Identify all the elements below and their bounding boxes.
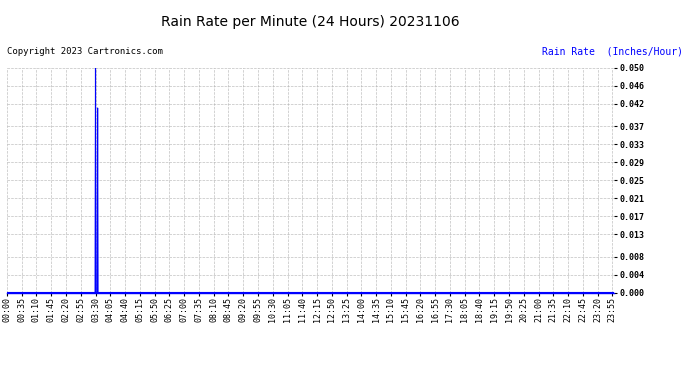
Text: Rain Rate per Minute (24 Hours) 20231106: Rain Rate per Minute (24 Hours) 20231106 (161, 15, 460, 29)
Text: Copyright 2023 Cartronics.com: Copyright 2023 Cartronics.com (7, 47, 163, 56)
Text: Rain Rate  (Inches/Hour): Rain Rate (Inches/Hour) (542, 47, 683, 57)
